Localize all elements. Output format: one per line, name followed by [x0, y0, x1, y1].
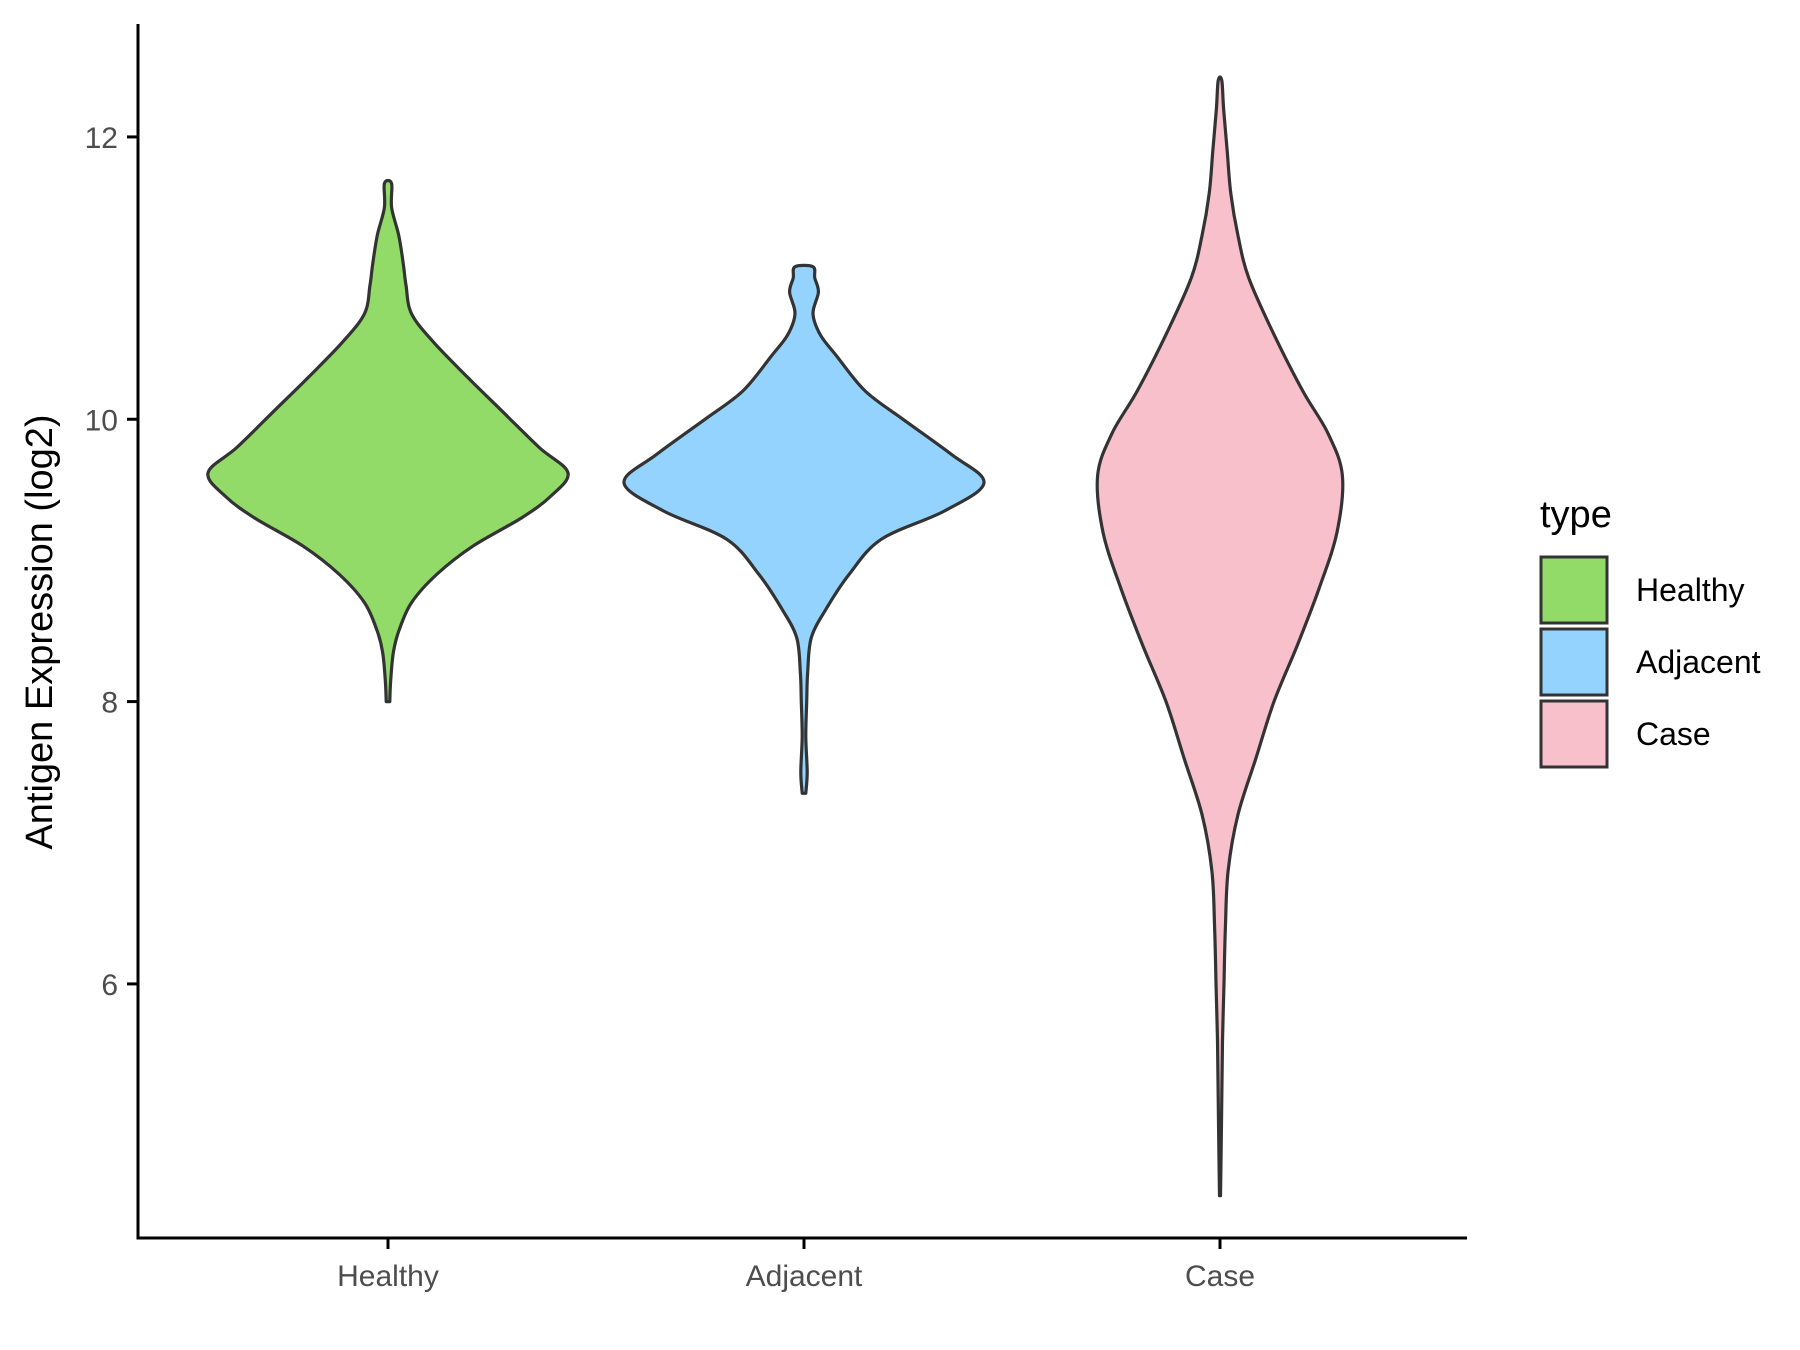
y-tick-label: 10 [85, 404, 118, 437]
x-ticks: Healthy Adjacent Case [337, 1238, 1255, 1293]
legend: type Healthy Adjacent Case [1539, 494, 1761, 769]
legend-key-case [1539, 699, 1609, 769]
legend-title: type [1540, 494, 1612, 536]
legend-label-case: Case [1636, 716, 1711, 752]
x-tick-label-case: Case [1185, 1260, 1255, 1293]
x-tick-label-adjacent: Adjacent [746, 1260, 863, 1293]
violin-case [1095, 75, 1345, 1198]
y-ticks: 6 8 10 12 [85, 122, 138, 1002]
y-tick-label: 12 [85, 122, 118, 155]
legend-key-healthy [1539, 555, 1609, 625]
y-axis-title: Antigen Expression (log2) [19, 414, 61, 849]
violin-adjacent [622, 263, 986, 795]
violin-healthy [206, 178, 570, 704]
legend-key-adjacent [1539, 627, 1609, 697]
legend-label-adjacent: Adjacent [1636, 644, 1761, 680]
y-tick-label: 8 [101, 687, 118, 720]
legend-label-healthy: Healthy [1636, 572, 1745, 608]
y-tick-label: 6 [101, 969, 118, 1002]
violin-layer [206, 75, 1345, 1198]
x-tick-label-healthy: Healthy [337, 1260, 439, 1293]
